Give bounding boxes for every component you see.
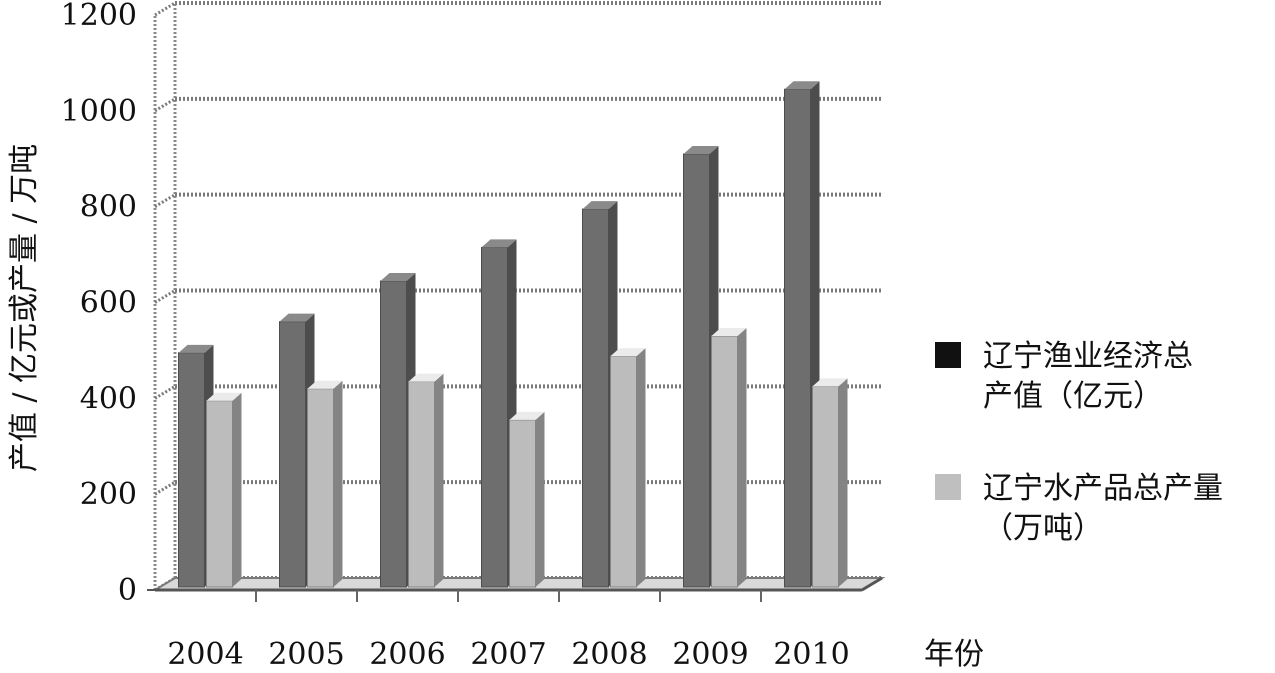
bar-front: [408, 381, 435, 588]
bar-2006-series-1: [380, 272, 416, 588]
floor-right-edge: [861, 576, 883, 592]
y-tick-label: 800: [80, 190, 137, 225]
bar-2010-series-2: [812, 378, 848, 588]
y-tick-label: 1200: [61, 0, 137, 33]
gridline-side: [154, 289, 176, 304]
y-tick-label: 1000: [61, 94, 137, 129]
bar-top: [380, 272, 416, 281]
bar-top: [408, 373, 444, 382]
bar-top: [178, 344, 214, 353]
bar-2004-series-2: [206, 392, 242, 588]
bar-top: [279, 313, 315, 322]
gridline-side: [154, 97, 176, 113]
bar-side: [737, 328, 747, 587]
bar-top: [481, 239, 517, 248]
bar-side: [232, 392, 242, 587]
bar-front: [683, 153, 710, 588]
bar-front: [178, 352, 205, 588]
bar-front: [812, 385, 839, 588]
bar-top: [711, 328, 747, 337]
bar-top: [683, 145, 719, 154]
bar-top: [509, 411, 545, 420]
bar-top: [307, 380, 343, 389]
bar-front: [481, 246, 508, 588]
legend-swatch-1: [935, 342, 961, 368]
y-tick-label: 400: [80, 381, 137, 416]
x-tick-label: 2009: [672, 637, 748, 668]
legend-label-2-line-2: （万吨）: [983, 511, 1103, 546]
y-tick-label: 0: [118, 573, 137, 608]
bars-layer: [178, 81, 848, 588]
x-tick-label: 2006: [369, 637, 445, 668]
bar-side: [636, 348, 646, 587]
bar-front: [279, 321, 306, 588]
bar-side: [838, 378, 848, 587]
bar-front: [509, 419, 536, 588]
legend-label-1-line-1: 辽宁渔业经济总: [983, 339, 1193, 374]
bar-top: [784, 81, 820, 90]
bar-2009-series-2: [711, 328, 747, 588]
bar-top: [206, 392, 242, 401]
bar-front: [711, 335, 738, 588]
gridline-side: [154, 1, 176, 17]
bar-side: [333, 380, 343, 587]
x-tick-label: 2008: [571, 637, 647, 668]
x-tick-label: 2007: [470, 637, 546, 668]
gridline-side: [154, 480, 176, 496]
bar-front: [784, 88, 811, 588]
bar-top: [812, 378, 848, 387]
bar-side: [535, 411, 545, 587]
x-tick-label: 2004: [167, 637, 243, 668]
y-tick-label: 600: [80, 286, 137, 321]
legend-label-1-line-2: 产值（亿元）: [983, 379, 1163, 414]
bar-2005-series-2: [307, 380, 343, 588]
labels-layer: 0 200 400 600 800 1000 1200 2004 2005 2006 2007 200…: [7, 0, 984, 672]
bar-front: [610, 355, 637, 588]
bar-top: [610, 348, 646, 357]
legend-label-2-line-1: 辽宁水产品总产量: [983, 471, 1223, 506]
gridline-side: [154, 385, 176, 400]
bar-top: [582, 201, 618, 210]
legend-swatch-2: [935, 474, 961, 500]
bar-front: [582, 208, 609, 588]
gridline-side: [154, 193, 176, 208]
y-axis-label: 产值 / 亿元或产量 / 万吨: [7, 144, 42, 472]
bar-2010-series-1: [784, 81, 820, 588]
bar-front: [206, 400, 233, 588]
bar-2008-series-2: [610, 348, 646, 588]
bar-front: [380, 280, 407, 588]
y-tick-label: 200: [80, 477, 137, 512]
bar-front: [307, 388, 334, 588]
x-axis-label: 年份: [924, 637, 984, 668]
bar-side: [434, 373, 444, 587]
x-tick-label: 2005: [268, 637, 344, 668]
bar-2006-series-2: [408, 373, 444, 588]
x-tick-label: 2010: [773, 637, 849, 668]
bar-2007-series-2: [509, 411, 545, 588]
